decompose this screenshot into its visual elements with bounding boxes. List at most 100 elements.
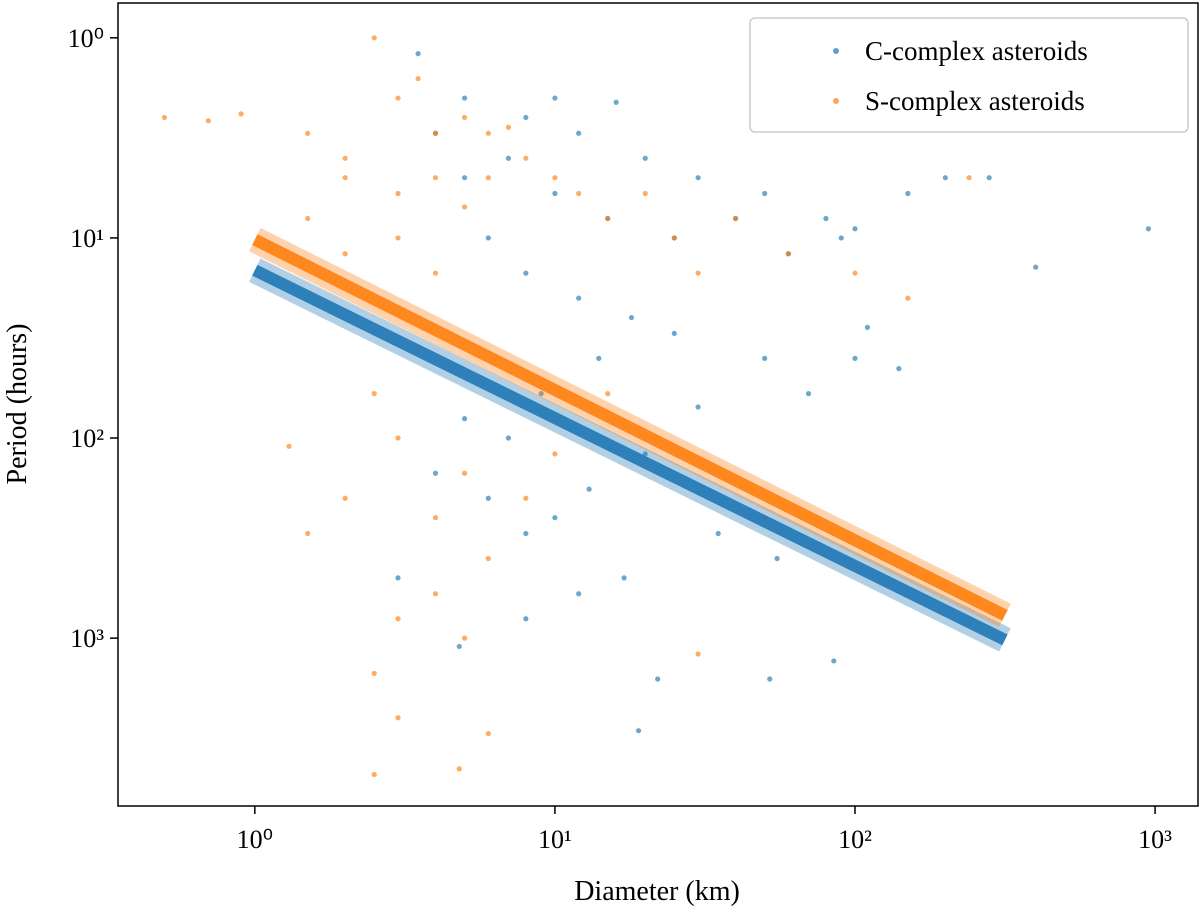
point xyxy=(371,670,377,676)
point xyxy=(395,435,401,441)
point xyxy=(485,130,491,136)
point xyxy=(605,215,611,222)
point xyxy=(395,616,401,622)
point xyxy=(461,114,468,121)
point xyxy=(552,175,558,181)
point xyxy=(395,235,401,241)
y-tick-label: 10¹ xyxy=(70,224,104,253)
point xyxy=(966,175,972,181)
x-tick-label: 10⁰ xyxy=(237,825,273,854)
point xyxy=(605,391,611,397)
point xyxy=(642,451,648,457)
point xyxy=(286,443,292,449)
point xyxy=(461,95,468,101)
point xyxy=(642,190,648,197)
point xyxy=(1145,226,1151,232)
point xyxy=(576,591,582,597)
y-tick-label: 10³ xyxy=(70,624,104,653)
point xyxy=(485,495,491,501)
point xyxy=(523,114,529,121)
point xyxy=(552,515,558,521)
point xyxy=(695,270,701,276)
point xyxy=(371,771,377,778)
point xyxy=(395,715,401,721)
point xyxy=(205,118,211,124)
point xyxy=(432,591,439,597)
point xyxy=(695,404,701,410)
point xyxy=(762,190,768,197)
point xyxy=(432,130,439,136)
point xyxy=(461,470,468,476)
fit-line xyxy=(252,234,1008,621)
point xyxy=(523,530,529,537)
legend-label: C-complex asteroids xyxy=(865,36,1088,66)
point xyxy=(552,451,558,457)
point xyxy=(942,175,948,181)
point xyxy=(715,530,721,537)
point xyxy=(456,643,462,650)
point xyxy=(896,366,902,372)
point xyxy=(576,190,582,197)
legend-marker xyxy=(833,48,839,54)
point xyxy=(523,616,529,622)
point xyxy=(523,155,529,161)
point xyxy=(415,51,421,57)
point xyxy=(655,676,661,682)
x-tick-label: 10¹ xyxy=(538,825,572,854)
point xyxy=(485,235,491,241)
point xyxy=(456,766,462,772)
x-axis-label: Diameter (km) xyxy=(574,876,740,907)
point xyxy=(461,204,468,210)
point xyxy=(831,658,837,664)
point xyxy=(395,190,401,197)
legend-box xyxy=(749,17,1189,133)
legend-label: S-complex asteroids xyxy=(865,86,1085,116)
point xyxy=(485,555,491,562)
point xyxy=(523,270,529,276)
point xyxy=(823,215,829,222)
point xyxy=(371,391,377,397)
point xyxy=(1033,264,1039,270)
point xyxy=(538,391,544,397)
point xyxy=(395,575,401,581)
point xyxy=(695,651,701,657)
point xyxy=(342,155,348,161)
point xyxy=(852,226,858,232)
x-tick-label: 10² xyxy=(838,825,872,854)
point xyxy=(905,295,911,301)
point xyxy=(395,95,401,101)
point xyxy=(461,635,468,641)
y-tick-label: 10² xyxy=(70,424,104,453)
point xyxy=(767,676,773,682)
point xyxy=(864,324,871,330)
point xyxy=(552,95,558,101)
x-tick-label: 10³ xyxy=(1138,825,1172,854)
fit-line xyxy=(252,264,1008,646)
point xyxy=(695,175,701,181)
point xyxy=(305,530,311,537)
point xyxy=(613,99,619,105)
point xyxy=(505,435,512,441)
point xyxy=(461,175,468,181)
y-axis-label: Period (hours) xyxy=(2,324,33,485)
point xyxy=(852,270,858,276)
point xyxy=(552,190,558,197)
point xyxy=(505,155,512,161)
point xyxy=(576,130,582,136)
point xyxy=(635,728,642,734)
point xyxy=(432,175,439,181)
point xyxy=(785,251,792,257)
point xyxy=(432,470,439,476)
point xyxy=(523,495,529,501)
point xyxy=(461,416,468,422)
point xyxy=(621,575,627,581)
point xyxy=(628,314,635,321)
point xyxy=(642,155,648,161)
point xyxy=(838,235,844,241)
legend-marker xyxy=(833,98,839,104)
y-tick-label: 10⁰ xyxy=(68,24,104,53)
point xyxy=(485,731,491,737)
point xyxy=(576,295,582,301)
point xyxy=(596,355,602,361)
